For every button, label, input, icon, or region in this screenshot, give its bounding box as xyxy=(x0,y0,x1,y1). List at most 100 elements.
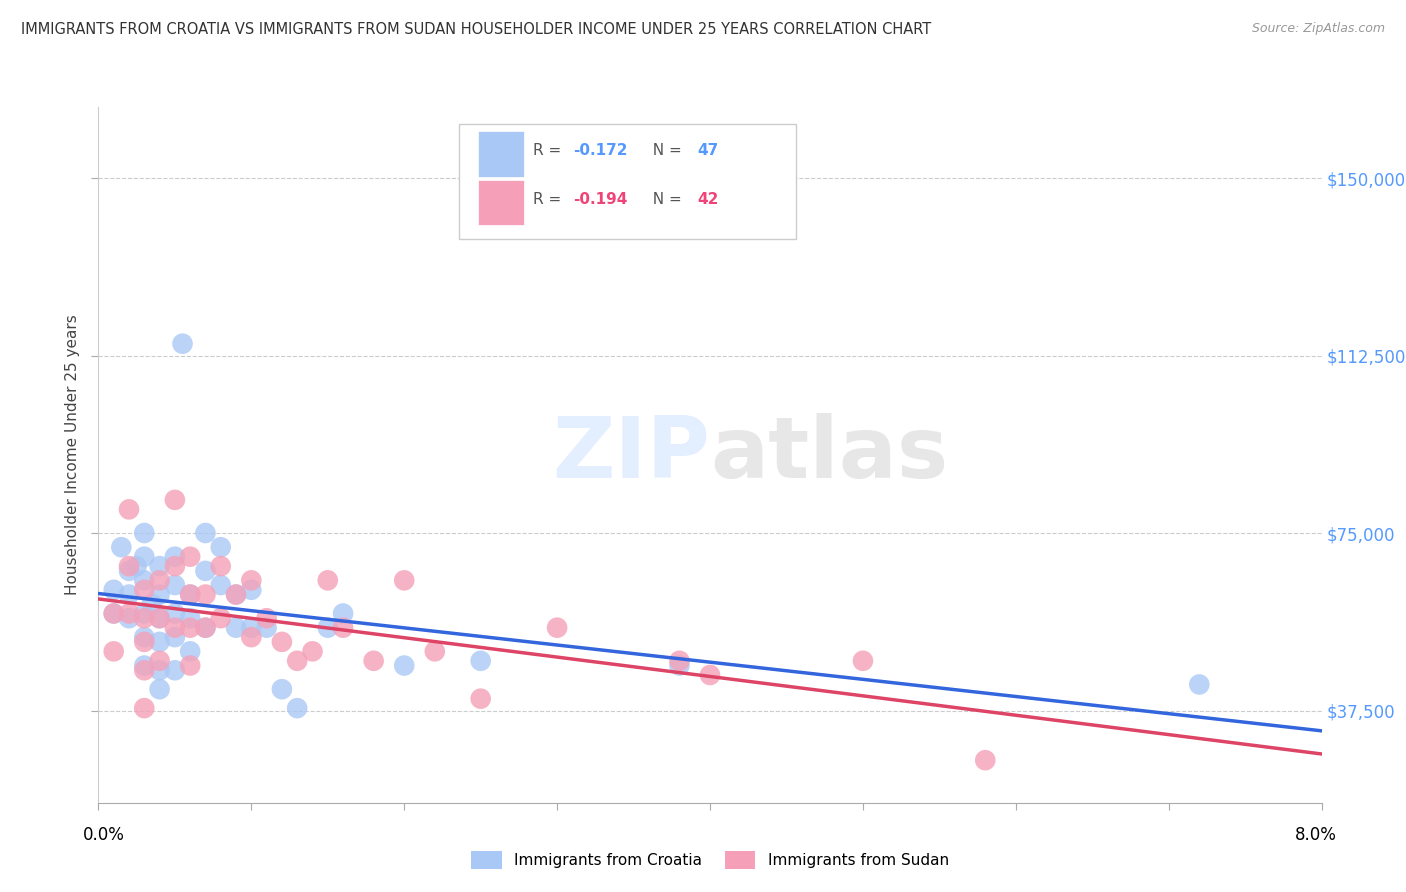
Point xyxy=(103,607,125,621)
Point xyxy=(285,654,308,668)
Point xyxy=(194,621,217,635)
Point xyxy=(103,582,125,597)
Point xyxy=(125,559,148,574)
Point xyxy=(852,654,875,668)
Point xyxy=(149,574,172,588)
Point xyxy=(470,654,492,668)
Point xyxy=(256,621,278,635)
Point xyxy=(149,663,172,677)
Point xyxy=(285,701,308,715)
FancyBboxPatch shape xyxy=(460,125,796,239)
Point xyxy=(392,658,416,673)
Text: N =: N = xyxy=(643,143,686,158)
Point xyxy=(194,564,217,578)
Point xyxy=(256,611,278,625)
Point xyxy=(149,654,172,668)
Point xyxy=(194,588,217,602)
Point xyxy=(172,336,194,351)
Text: -0.194: -0.194 xyxy=(574,192,627,207)
Point xyxy=(163,559,186,574)
Point xyxy=(270,635,294,649)
Point xyxy=(134,549,156,564)
Point xyxy=(332,621,354,635)
Point xyxy=(118,588,141,602)
Point xyxy=(240,630,263,644)
Text: N =: N = xyxy=(643,192,686,207)
Point xyxy=(974,753,997,767)
FancyBboxPatch shape xyxy=(478,180,524,226)
Point xyxy=(179,644,201,658)
Text: ZIP: ZIP xyxy=(553,413,710,497)
Point xyxy=(134,526,156,541)
Point xyxy=(240,582,263,597)
Point xyxy=(149,635,172,649)
Text: 0.0%: 0.0% xyxy=(83,827,125,845)
Point xyxy=(179,549,201,564)
Point xyxy=(668,654,690,668)
Point xyxy=(103,607,125,621)
Point xyxy=(141,597,163,611)
Point xyxy=(301,644,323,658)
Point xyxy=(149,682,172,697)
Point xyxy=(240,574,263,588)
Text: atlas: atlas xyxy=(710,413,948,497)
Point xyxy=(149,611,172,625)
Point xyxy=(699,668,721,682)
Point xyxy=(240,621,263,635)
Point xyxy=(163,578,186,592)
Point xyxy=(316,574,339,588)
Point xyxy=(118,607,141,621)
Point xyxy=(392,574,416,588)
Point xyxy=(225,621,247,635)
Text: Source: ZipAtlas.com: Source: ZipAtlas.com xyxy=(1251,22,1385,36)
Point xyxy=(470,691,492,706)
Point xyxy=(209,559,232,574)
Point xyxy=(179,588,201,602)
Point xyxy=(194,621,217,635)
Point xyxy=(118,502,141,516)
Point xyxy=(134,635,156,649)
Point xyxy=(103,644,125,658)
Point xyxy=(225,588,247,602)
Point xyxy=(118,564,141,578)
Point xyxy=(149,588,172,602)
Point xyxy=(209,611,232,625)
Point xyxy=(134,582,156,597)
Point xyxy=(134,574,156,588)
Point xyxy=(134,607,156,621)
Point xyxy=(163,549,186,564)
Point xyxy=(149,559,172,574)
Point xyxy=(134,701,156,715)
Point xyxy=(118,559,141,574)
Point xyxy=(179,621,201,635)
Point xyxy=(163,621,186,635)
Point xyxy=(179,611,201,625)
Point xyxy=(163,607,186,621)
Text: 8.0%: 8.0% xyxy=(1295,827,1337,845)
Point xyxy=(1188,677,1211,691)
Point xyxy=(118,611,141,625)
Point xyxy=(668,658,690,673)
Point xyxy=(270,682,294,697)
Text: 47: 47 xyxy=(697,143,718,158)
Point xyxy=(194,526,217,541)
Y-axis label: Householder Income Under 25 years: Householder Income Under 25 years xyxy=(65,315,80,595)
Point xyxy=(163,630,186,644)
Legend: Immigrants from Croatia, Immigrants from Sudan: Immigrants from Croatia, Immigrants from… xyxy=(465,846,955,875)
Text: -0.172: -0.172 xyxy=(574,143,627,158)
Text: 42: 42 xyxy=(697,192,720,207)
Point xyxy=(179,658,201,673)
Point xyxy=(134,630,156,644)
Point xyxy=(149,611,172,625)
Point xyxy=(163,492,186,507)
Point xyxy=(179,588,201,602)
Point xyxy=(134,663,156,677)
Point xyxy=(316,621,339,635)
Point xyxy=(110,540,132,554)
Text: IMMIGRANTS FROM CROATIA VS IMMIGRANTS FROM SUDAN HOUSEHOLDER INCOME UNDER 25 YEA: IMMIGRANTS FROM CROATIA VS IMMIGRANTS FR… xyxy=(21,22,931,37)
FancyBboxPatch shape xyxy=(478,131,524,177)
Point xyxy=(209,578,232,592)
Point xyxy=(332,607,354,621)
Point xyxy=(134,611,156,625)
Point xyxy=(163,663,186,677)
